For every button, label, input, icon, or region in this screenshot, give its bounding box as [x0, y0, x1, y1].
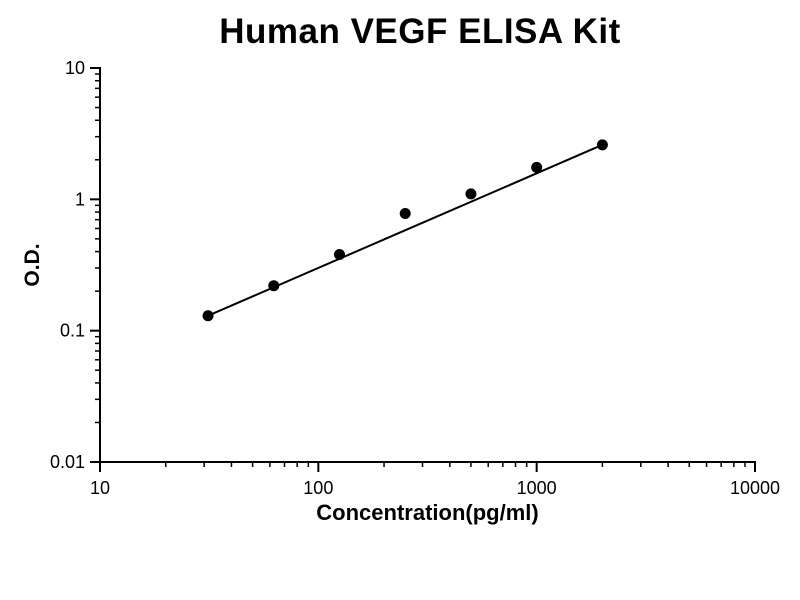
y-tick-label: 1	[75, 189, 85, 209]
y-tick-label: 0.1	[60, 321, 85, 341]
y-tick-label: 0.01	[50, 452, 85, 472]
x-axis-title: Concentration(pg/ml)	[316, 500, 539, 525]
x-tick-label: 10	[90, 478, 110, 498]
data-point	[531, 161, 543, 173]
x-tick-label: 100	[303, 478, 333, 498]
data-point	[465, 188, 477, 200]
data-point	[399, 208, 411, 220]
x-tick-label: 10000	[730, 478, 780, 498]
trend-line	[207, 143, 603, 317]
y-tick-label: 10	[65, 58, 85, 78]
x-tick-label: 1000	[517, 478, 557, 498]
chart-title: Human VEGF ELISA Kit	[219, 12, 621, 51]
